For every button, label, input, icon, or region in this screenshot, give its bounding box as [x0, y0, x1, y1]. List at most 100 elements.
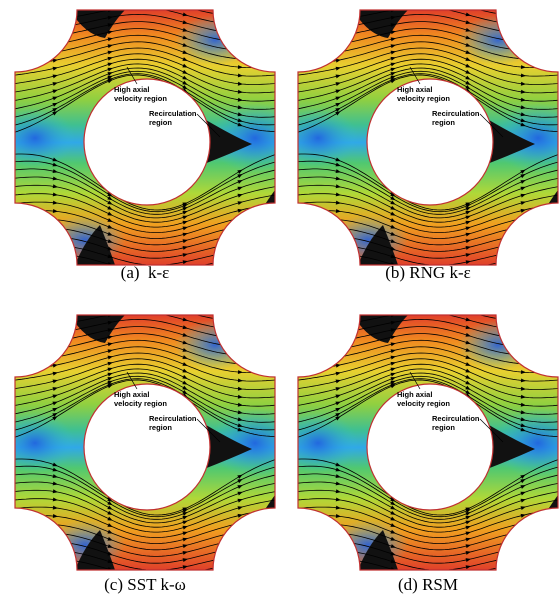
arrowhead — [336, 331, 342, 336]
arrowhead — [53, 234, 58, 238]
annotation: Recirculation — [432, 109, 480, 118]
arrowhead — [238, 240, 244, 245]
arrowhead — [521, 231, 527, 236]
arrowhead — [521, 561, 527, 566]
arrowhead — [336, 9, 341, 14]
arrowhead — [238, 345, 243, 349]
low-velocity — [458, 320, 538, 370]
arrowhead — [466, 309, 472, 314]
arrowhead — [521, 240, 527, 245]
low-velocity — [278, 108, 358, 168]
arrowhead — [521, 40, 526, 44]
arrowhead — [53, 314, 58, 319]
annotation: region — [432, 118, 455, 127]
arrowhead — [238, 569, 243, 574]
arrowhead — [336, 226, 341, 230]
arrowhead — [108, 305, 114, 310]
panel: High axialvelocity regionRecirculationre… — [278, 305, 559, 585]
arrowhead — [238, 553, 244, 558]
annotation: Recirculation — [149, 109, 197, 118]
arrowhead — [238, 231, 244, 236]
arrowhead — [521, 328, 526, 332]
arrowhead — [336, 251, 341, 255]
arrowhead — [521, 545, 527, 550]
arrowhead — [336, 243, 341, 247]
annotation: region — [149, 423, 172, 432]
arrowhead — [521, 319, 526, 323]
caption: (c) SST k-ω — [104, 575, 186, 594]
caption: (b) RNG k-ε — [385, 263, 471, 282]
arrowhead — [53, 539, 58, 543]
arrowhead — [336, 548, 341, 552]
annotation: Recirculation — [432, 414, 480, 423]
arrowhead — [53, 260, 58, 264]
arrowhead — [521, 248, 527, 253]
arrowhead — [336, 42, 342, 47]
arrowhead — [336, 531, 341, 535]
arrowhead — [53, 251, 58, 255]
arrowhead — [53, 18, 59, 23]
arrowhead — [521, 14, 526, 18]
annotation: velocity region — [114, 94, 167, 103]
arrowhead — [521, 31, 526, 35]
low-velocity — [175, 15, 255, 65]
arrowhead — [336, 314, 341, 319]
low-velocity — [458, 15, 538, 65]
arrowhead — [336, 260, 341, 264]
arrowhead — [521, 353, 526, 357]
arrowhead — [238, 40, 243, 44]
arrowhead — [238, 31, 243, 35]
arrowhead — [238, 223, 244, 228]
annotation: velocity region — [397, 399, 450, 408]
arrowhead — [238, 520, 244, 525]
arrowhead — [466, 579, 472, 584]
arrowhead — [53, 347, 59, 352]
arrowhead — [336, 234, 341, 238]
arrowhead — [53, 226, 58, 230]
annotation: High axial — [114, 85, 149, 94]
arrowhead — [336, 18, 342, 23]
arrowhead — [521, 520, 527, 525]
arrowhead — [391, 305, 397, 310]
arrowhead — [238, 319, 243, 323]
arrowhead — [521, 336, 526, 340]
arrowhead — [183, 274, 189, 279]
arrowhead — [183, 267, 189, 272]
arrowhead — [238, 248, 244, 253]
annotation: region — [149, 118, 172, 127]
arrowhead — [238, 23, 243, 27]
arrowhead — [336, 34, 342, 39]
arrowhead — [521, 48, 526, 52]
arrowhead — [53, 355, 59, 360]
arrowhead — [521, 23, 526, 27]
annotation: High axial — [114, 390, 149, 399]
arrowhead — [53, 323, 59, 328]
arrowhead — [521, 569, 526, 574]
arrowhead — [391, 0, 397, 5]
arrowhead — [53, 9, 58, 14]
arrowhead — [521, 536, 527, 541]
arrowhead — [108, 270, 114, 275]
annotation: velocity region — [114, 399, 167, 408]
arrowhead — [183, 4, 189, 9]
arrowhead — [53, 331, 59, 336]
annotation: region — [432, 423, 455, 432]
caption: (a) k-ε — [121, 263, 170, 282]
arrowhead — [53, 34, 59, 39]
arrowhead — [521, 553, 527, 558]
arrowhead — [238, 14, 243, 18]
arrowhead — [521, 256, 527, 261]
arrowhead — [108, 0, 114, 5]
arrowhead — [183, 309, 189, 314]
arrowhead — [336, 355, 342, 360]
arrowhead — [238, 328, 243, 332]
arrowhead — [391, 575, 397, 580]
figure: High axialvelocity regionRecirculationre… — [0, 0, 559, 610]
arrowhead — [53, 339, 59, 344]
arrowhead — [521, 345, 526, 349]
arrowhead — [238, 48, 243, 52]
arrowhead — [238, 353, 243, 357]
arrowhead — [53, 42, 59, 47]
annotation: Recirculation — [149, 414, 197, 423]
arrowhead — [336, 339, 342, 344]
